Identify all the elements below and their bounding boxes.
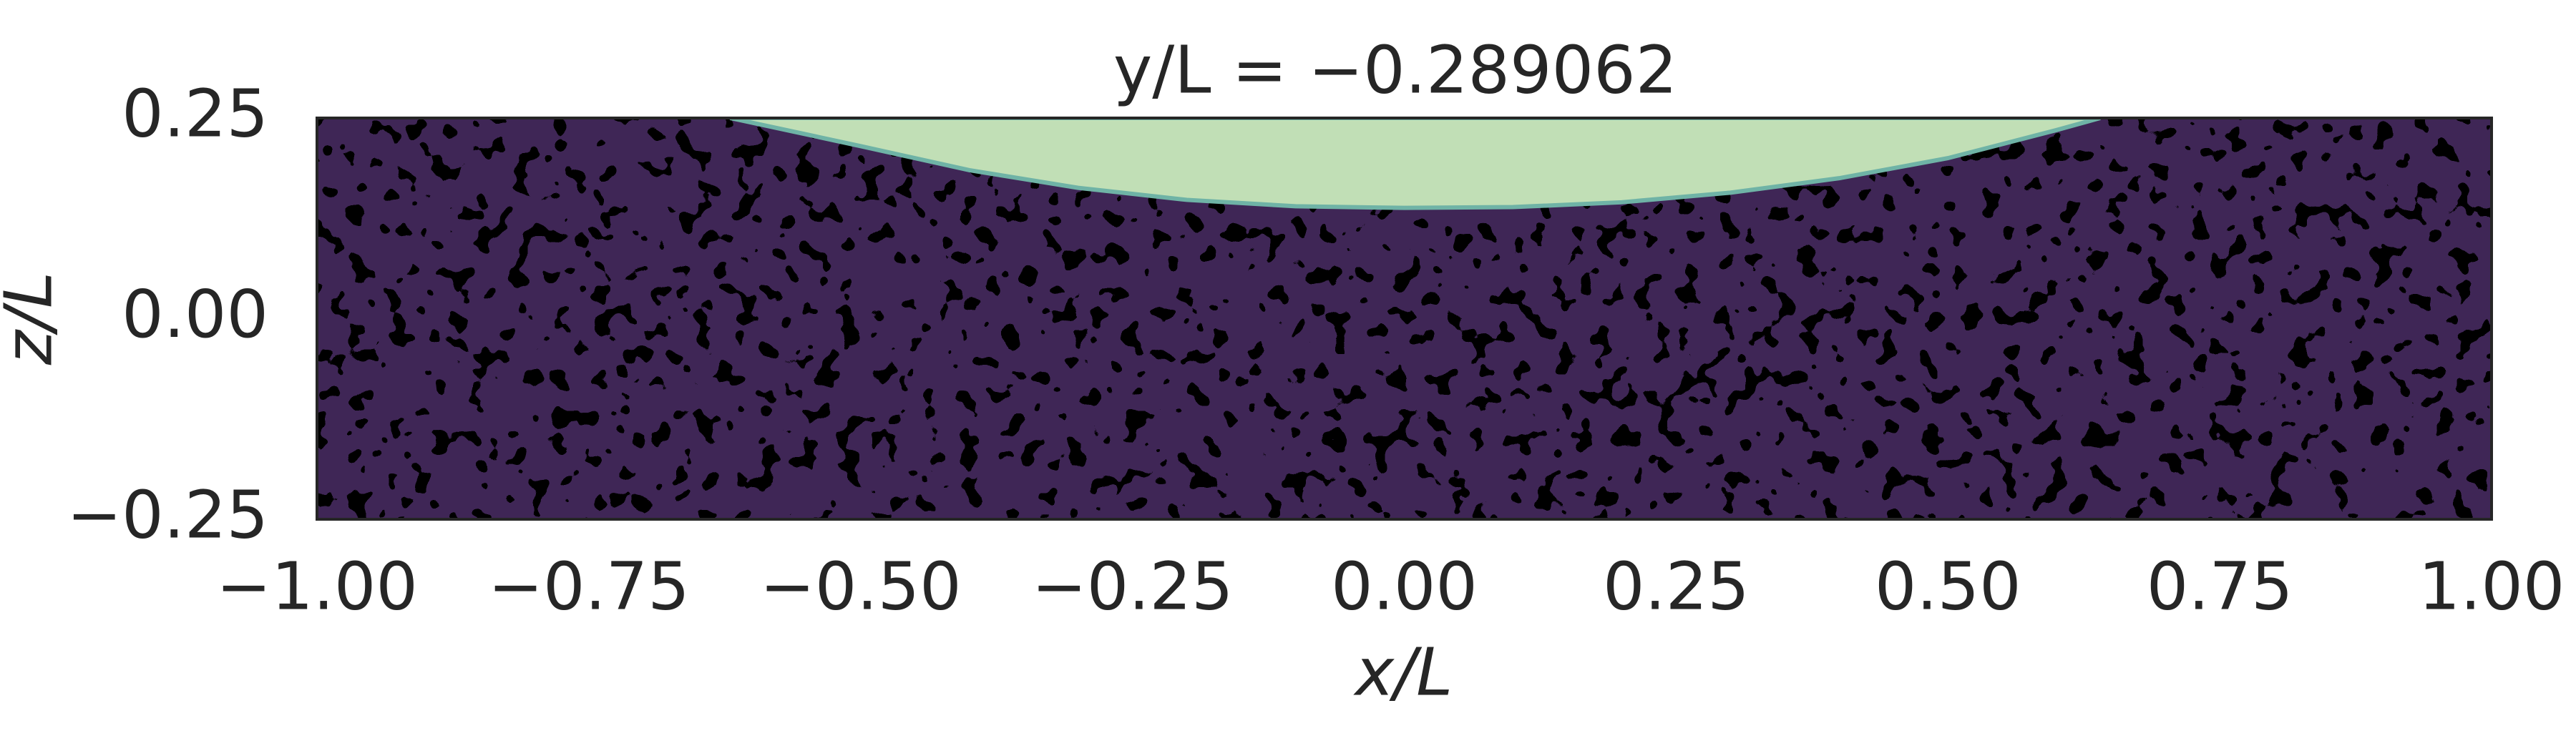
y-axis-label: z/L — [0, 272, 67, 366]
region-area — [729, 118, 2101, 210]
x-tick-label: 1.00 — [2419, 548, 2565, 624]
x-axis-label: x/L — [1353, 634, 1453, 710]
x-tick-label: −1.00 — [216, 548, 418, 624]
y-tick-label: 0.00 — [122, 276, 268, 353]
x-tick-label: 0.00 — [1331, 548, 1478, 624]
x-tick-label: 0.75 — [2147, 548, 2293, 624]
x-tick-label: −0.25 — [1032, 548, 1234, 624]
y-tick-label: 0.25 — [122, 75, 268, 152]
x-tick-label: 0.50 — [1875, 548, 2021, 624]
y-tick-label: −0.25 — [67, 476, 268, 553]
axes-frame — [316, 117, 2493, 521]
x-tick-label: −0.75 — [488, 548, 690, 624]
chart-title: y/L = −0.289062 — [1113, 31, 1677, 108]
plot-area — [317, 118, 2492, 519]
x-tick-label: −0.50 — [760, 548, 962, 624]
x-tick-label: 0.25 — [1603, 548, 1750, 624]
